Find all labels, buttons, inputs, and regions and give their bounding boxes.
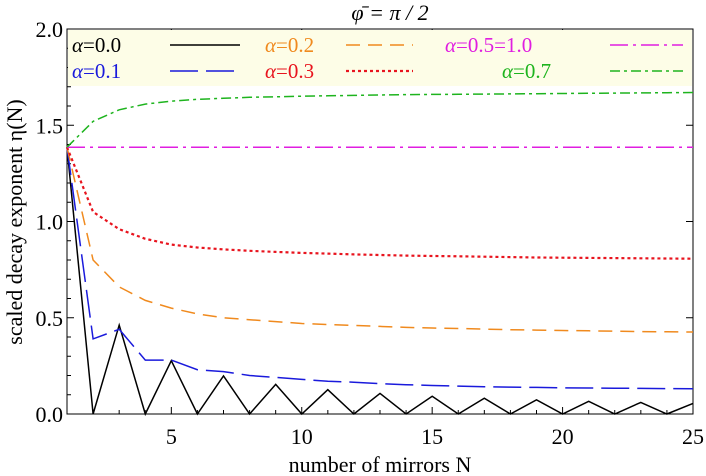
x-tick-label: 10: [291, 424, 313, 449]
y-axis-label: scaled decay exponent η(N): [2, 99, 27, 344]
series-line-0-3: [65, 146, 694, 260]
legend-symbol: α: [502, 59, 514, 83]
legend-label: α=0.2: [265, 33, 314, 57]
legend-value: =0.0: [83, 33, 121, 57]
legend-symbol: α: [265, 33, 277, 57]
x-tick-label: 25: [682, 424, 704, 449]
y-axis-ticks: 0.0 0.5 1.0 1.5 2.0: [36, 17, 693, 427]
x-tick-label: 15: [421, 424, 443, 449]
y-tick-label: 0.5: [36, 306, 64, 331]
y-tick-label: 1.5: [36, 113, 64, 138]
legend-items: α=0.0α=0.1α=0.2α=0.3α=0.5=1.0α=0.7: [72, 33, 683, 83]
legend-value: =0.2: [276, 33, 314, 57]
legend-value: =0.5=1.0: [456, 33, 532, 57]
legend-label: α=0.7: [502, 59, 551, 83]
legend-background: [68, 30, 692, 86]
x-tick-label: 20: [552, 424, 574, 449]
series-line-0-2: [66, 147, 694, 333]
legend-label: α=0.1: [72, 59, 121, 83]
legend: α=0.0α=0.1α=0.2α=0.3α=0.5=1.0α=0.7: [68, 30, 692, 86]
legend-value: =0.3: [276, 59, 314, 83]
legend-symbol: α: [72, 59, 84, 83]
y-tick-label: 0.0: [36, 402, 64, 427]
x-tick-label: 5: [166, 424, 177, 449]
legend-symbol: α: [72, 33, 84, 57]
legend-label: α=0.3: [265, 59, 314, 83]
series-line-0-1: [66, 147, 694, 390]
x-axis-label: number of mirrors N: [289, 452, 472, 476]
legend-label: α=0.5=1.0: [445, 33, 532, 57]
chart-title-text: φ̄ = π / 2: [351, 0, 428, 25]
series-line-0-7: [66, 91, 694, 148]
y-tick-label: 2.0: [36, 17, 64, 42]
chart-title: φ̄ = π / 2: [351, 0, 428, 25]
x-axis-ticks: 5 10 15 20 25: [66, 29, 704, 449]
series-line-0-0: [66, 147, 694, 417]
y-tick-label: 1.0: [36, 210, 64, 235]
legend-symbol: α: [265, 59, 277, 83]
legend-value: =0.7: [513, 59, 551, 83]
series-layer: [65, 91, 694, 417]
legend-symbol: α: [445, 33, 457, 57]
legend-value: =0.1: [83, 59, 121, 83]
plot-frame: [66, 28, 694, 415]
legend-label: α=0.0: [72, 33, 121, 57]
